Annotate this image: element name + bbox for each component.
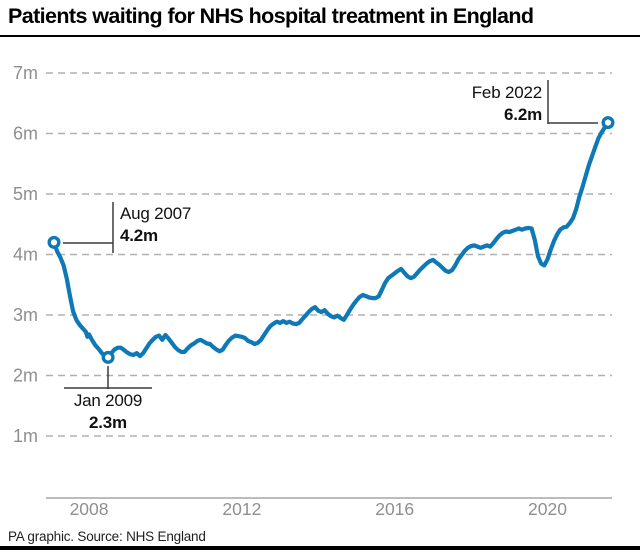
x-axis-labels-group: 2008 2012 2016 2020 [70, 499, 568, 519]
annotation-jan-2009-date: Jan 2009 [73, 391, 143, 410]
source-credit: PA graphic. Source: NHS England [8, 529, 206, 544]
x-tick-label-2008: 2008 [70, 499, 109, 519]
annotation-aug-2007-value: 4.2m [120, 226, 158, 245]
title-underline [0, 35, 640, 37]
annotation-feb-2022: Feb 2022 6.2m [392, 82, 542, 126]
gridlines-group [46, 72, 612, 437]
y-tick-label-1m: 1m [13, 426, 38, 446]
marker-feb-2022 [601, 116, 615, 130]
y-axis-labels-group: 7m 6m 5m 4m 3m 2m 1m [13, 63, 38, 446]
y-tick-label-2m: 2m [13, 366, 38, 386]
annotation-jan-2009: Jan 2009 2.3m [38, 390, 178, 434]
annotation-feb-2022-value: 6.2m [504, 105, 542, 124]
waiting-list-series-line [51, 120, 611, 360]
page-title: Patients waiting for NHS hospital treatm… [8, 4, 534, 28]
y-tick-label-6m: 6m [13, 124, 38, 144]
bottom-rule [0, 546, 640, 550]
annotation-aug-2007: Aug 2007 4.2m [120, 203, 191, 247]
x-tick-label-2020: 2020 [528, 499, 567, 519]
y-tick-label-3m: 3m [13, 305, 38, 325]
x-tick-label-2012: 2012 [222, 499, 261, 519]
annotation-jan-2009-value: 2.3m [89, 413, 127, 432]
y-tick-label-7m: 7m [13, 63, 38, 83]
data-point-markers-group [47, 116, 615, 364]
marker-jan-2009 [101, 350, 115, 364]
annotation-aug-2007-date: Aug 2007 [120, 204, 192, 223]
y-tick-label-5m: 5m [13, 184, 38, 204]
annotation-feb-2022-date: Feb 2022 [471, 83, 542, 102]
y-tick-label-4m: 4m [13, 245, 38, 265]
marker-aug-2007 [47, 235, 61, 249]
annotation-connector-lines [63, 80, 598, 389]
x-tick-label-2016: 2016 [375, 499, 414, 519]
